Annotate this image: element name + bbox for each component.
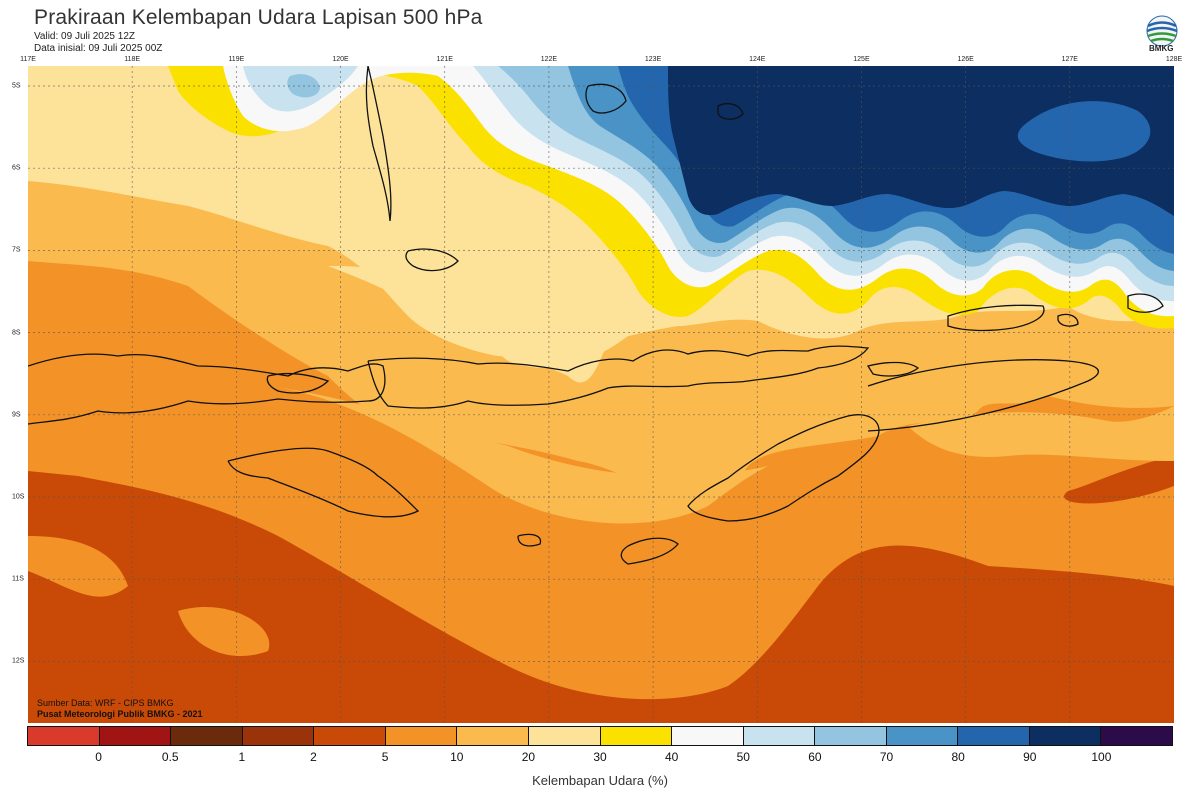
init-time: Data inisial: 09 Juli 2025 00Z: [34, 43, 163, 54]
lon-label: 127E: [1061, 56, 1078, 63]
lon-label: 128E: [1165, 56, 1183, 63]
lat-label: 6S: [12, 164, 21, 172]
colorbar-swatch: [457, 727, 529, 745]
lat-label: 10S: [12, 493, 25, 501]
colorbar-tick-label: 30: [593, 750, 607, 764]
map-gridlines: [28, 66, 1174, 723]
coast-timor-sea-contour: [867, 359, 1100, 432]
colorbar-swatch: [28, 727, 100, 745]
lat-label: 8S: [12, 329, 21, 337]
map-title: Prakiraan Kelembapan Udara Lapisan 500 h…: [34, 6, 483, 29]
humidity-map: [28, 66, 1174, 723]
colorbar-tick-label: 80: [951, 750, 965, 764]
lon-label: 125E: [853, 56, 870, 63]
band-navy: [668, 66, 1174, 216]
valid-time: Valid: 09 Juli 2025 12Z: [34, 31, 135, 42]
lon-label: 118E: [124, 56, 141, 63]
lon-label: 122E: [540, 56, 558, 63]
colorbar-swatch: [314, 727, 386, 745]
colorbar-swatch: [1101, 727, 1172, 745]
coast-islands-north: [405, 248, 459, 272]
coast-babar: [1057, 313, 1079, 327]
colorbar-tick-label: 10: [450, 750, 464, 764]
colorbar-tick-label: 2: [310, 750, 317, 764]
coast-sumba: [227, 447, 420, 518]
coast-alor: [866, 361, 920, 377]
humidity-colorbar: [27, 726, 1173, 746]
coast-banda-islands: [717, 103, 744, 120]
colorbar-swatch: [171, 727, 243, 745]
lon-label: 117E: [20, 56, 36, 63]
lat-label: 9S: [12, 411, 21, 419]
coast-sulawesi: [365, 66, 392, 222]
light-orange-east: [908, 406, 1174, 461]
orange-blob-south: [178, 606, 270, 657]
colorbar-swatch: [958, 727, 1030, 745]
blue-patch-ne: [1017, 101, 1151, 162]
lat-label: 11S: [12, 575, 24, 583]
colorbar-swatch: [886, 727, 959, 745]
organization-credit: Pusat Meteorologi Publik BMKG - 2021: [37, 709, 203, 719]
coast-flores: [367, 345, 870, 409]
colorbar-swatch: [385, 727, 458, 745]
colorbar-tick-label: 1: [238, 750, 246, 764]
coast-rote: [620, 537, 679, 565]
coast-savu: [517, 533, 542, 547]
colorbar-swatch: [743, 727, 816, 745]
bmkg-logo-text: BMKG: [1149, 44, 1174, 53]
pale-yellow-lower: [328, 266, 628, 368]
colorbar-swatch: [815, 727, 887, 745]
colorbar-swatch: [528, 727, 601, 745]
colorbar-title: Kelembapan Udara (%): [532, 773, 668, 788]
lon-label: 121E: [436, 56, 453, 63]
lon-label: 119E: [228, 56, 245, 63]
lat-label: 12S: [12, 657, 25, 665]
orange-island-left: [28, 536, 128, 597]
bmkg-logo-icon: [1146, 15, 1178, 47]
colorbar-tick-label: 5: [381, 750, 389, 764]
coast-sumbawa: [28, 353, 386, 425]
colorbar-swatch: [99, 727, 172, 745]
data-source-credit: Sumber Data: WRF - CIPS BMKG: [37, 698, 174, 708]
coast-timor: [687, 414, 880, 522]
lon-label: 126E: [957, 56, 974, 63]
lat-label: 7S: [12, 246, 21, 254]
colorbar-tick-label: 20: [521, 750, 536, 764]
coastlines: [28, 66, 1164, 565]
colorbar-tick-label: 90: [1023, 750, 1037, 764]
light-orange-tongue: [268, 386, 768, 524]
colorbar-tick-label: 100: [1091, 750, 1112, 764]
colorbar-swatch: [1029, 727, 1102, 745]
colorbar-tick-label: 50: [736, 750, 750, 764]
coast-lombok-bali: [266, 372, 330, 394]
colorbar-swatch: [600, 727, 673, 745]
lat-label: 5S: [12, 82, 21, 90]
colorbar-tick-label: 0.5: [161, 750, 179, 764]
colorbar-swatch: [242, 727, 315, 745]
colorbar-tick-label: 70: [879, 750, 894, 764]
coast-banggai: [585, 83, 627, 114]
lon-label: 123E: [644, 56, 662, 63]
lon-label: 120E: [332, 56, 349, 63]
lon-label: 124E: [749, 56, 766, 63]
coast-wetar: [947, 304, 1045, 332]
colorbar-tick-label: 40: [664, 750, 679, 764]
colorbar-tick-label: 0: [95, 750, 102, 764]
colorbar-tick-label: 60: [808, 750, 822, 764]
colorbar-swatch: [672, 727, 744, 745]
coast-east-islands: [1127, 293, 1164, 313]
